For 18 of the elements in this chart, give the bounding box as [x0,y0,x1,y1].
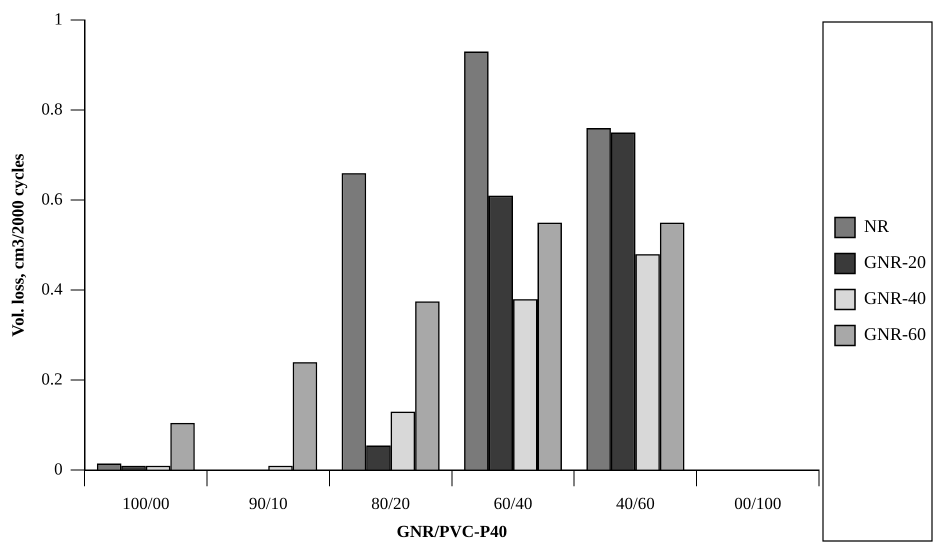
x-tick-label: 100/00 [122,494,170,513]
y-tick-label: 0.4 [41,280,64,299]
legend-label: NR [864,216,890,236]
x-tick-label: 60/40 [494,494,532,513]
y-tick-label: 0.6 [41,190,63,209]
legend-label: GNR-60 [864,324,926,344]
x-axis-title: GNR/PVC-P40 [396,522,508,542]
y-tick-label: 0 [54,460,63,479]
x-tick-label: 80/20 [371,494,410,513]
y-tick-label: 0.2 [41,370,63,389]
y-tick-label: 1 [54,9,63,28]
y-axis-title: Vol. loss, cm3/2000 cycles [8,153,28,337]
x-tick-label: 40/60 [616,494,655,513]
x-tick-label: 00/100 [734,494,782,513]
legend-label: GNR-40 [864,288,926,308]
legend-label: GNR-20 [864,252,926,272]
x-tick-label: 90/10 [248,494,288,513]
y-tick-label: 0.8 [41,100,63,119]
